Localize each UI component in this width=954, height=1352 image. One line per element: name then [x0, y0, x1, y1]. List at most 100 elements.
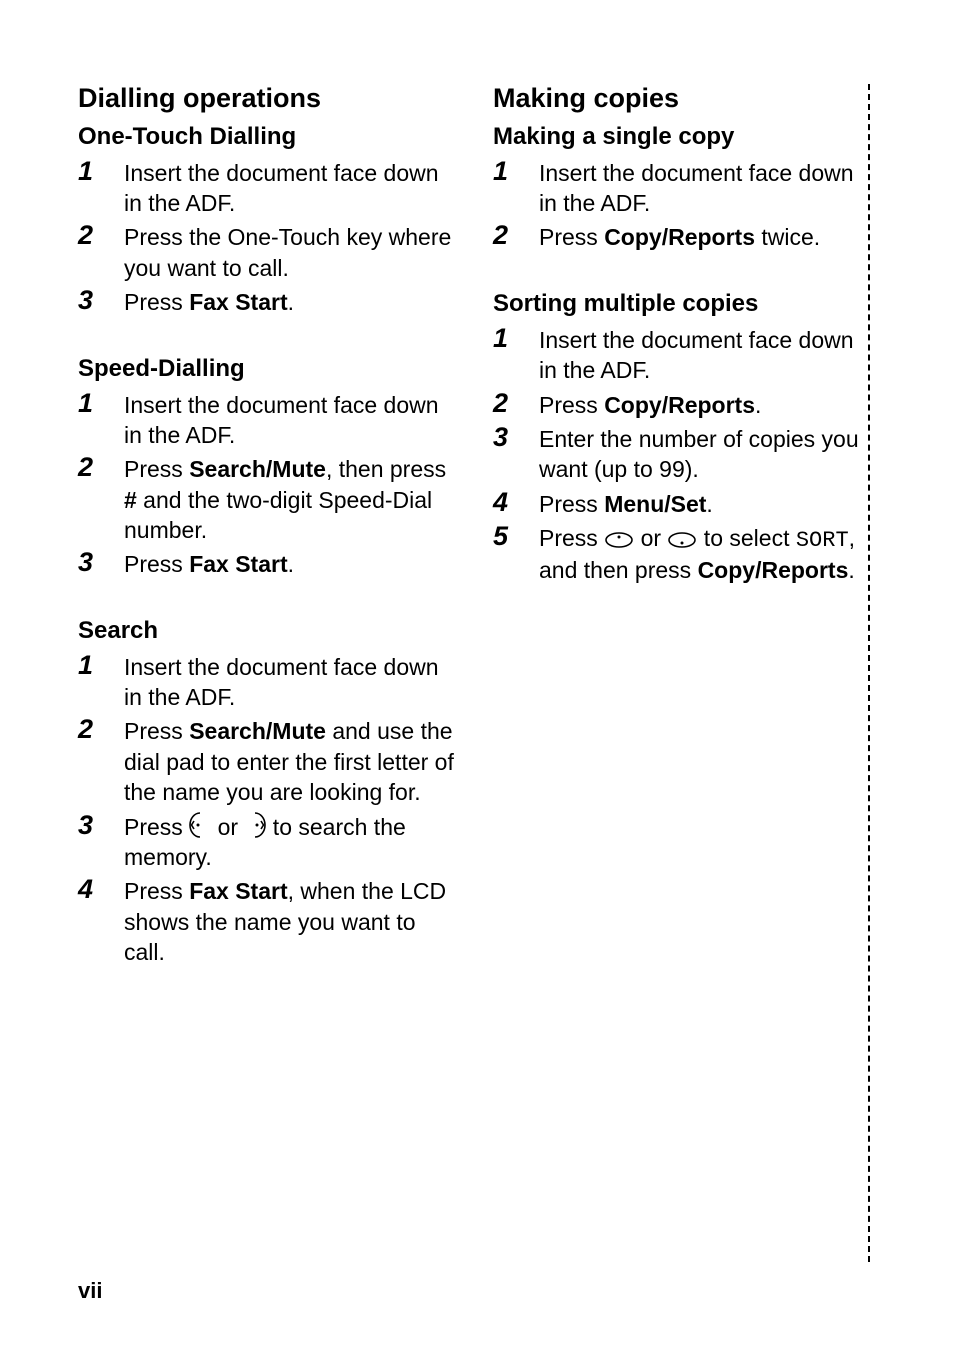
step-number: 5 — [493, 519, 529, 555]
text: Insert the document face down in the ADF… — [124, 160, 439, 216]
step-number: 2 — [78, 450, 114, 486]
text: . — [288, 551, 294, 577]
text: Insert the document face down in the ADF… — [124, 392, 439, 448]
right-arrow-icon — [244, 812, 266, 838]
text: , then press — [326, 456, 446, 482]
text: . — [755, 392, 761, 418]
step-number: 4 — [493, 485, 529, 521]
text: Press — [124, 878, 189, 904]
bold-text: Copy/Reports — [698, 557, 849, 583]
bold-text: Menu/Set — [604, 491, 706, 517]
bold-text: Copy/Reports — [604, 392, 755, 418]
step-text: Press Menu/Set. — [539, 491, 713, 517]
step-item: 1Insert the document face down in the AD… — [78, 652, 455, 713]
step-item: 1Insert the document face down in the AD… — [493, 158, 870, 219]
step-item: 3Press Fax Start. — [78, 549, 455, 579]
subsection-title: Making a single copy — [493, 122, 870, 152]
left-heading: Dialling operations — [78, 82, 455, 116]
subsection-title: Speed-Dialling — [78, 354, 455, 384]
bold-text: Fax Start — [189, 551, 287, 577]
step-number: 3 — [493, 420, 529, 456]
text: Insert the document face down in the ADF… — [539, 327, 854, 383]
cut-line — [868, 84, 870, 1262]
left-section: Speed-Dialling1Insert the document face … — [78, 354, 455, 580]
step-item: 2Press the One-Touch key where you want … — [78, 222, 455, 283]
step-list: 1Insert the document face down in the AD… — [493, 158, 870, 253]
step-item: 1Insert the document face down in the AD… — [493, 325, 870, 386]
text: Press — [124, 814, 189, 840]
step-number: 1 — [78, 386, 114, 422]
step-item: 3Enter the number of copies you want (up… — [493, 424, 870, 485]
right-section: Sorting multiple copies1Insert the docum… — [493, 289, 870, 586]
bold-text: Copy/Reports — [604, 224, 755, 250]
step-text: Insert the document face down in the ADF… — [124, 392, 439, 448]
text: Press — [539, 224, 604, 250]
bold-text: # — [124, 487, 137, 513]
step-number: 1 — [78, 154, 114, 190]
oval-down-icon — [667, 531, 697, 549]
step-text: Press Copy/Reports twice. — [539, 224, 820, 250]
step-number: 3 — [78, 545, 114, 581]
step-number: 2 — [493, 218, 529, 254]
text: Press — [124, 289, 189, 315]
text: and the two-digit Speed-Dial number. — [124, 487, 432, 543]
step-number: 2 — [493, 386, 529, 422]
left-section: Search1Insert the document face down in … — [78, 616, 455, 968]
text: twice. — [755, 224, 820, 250]
step-text: Insert the document face down in the ADF… — [539, 160, 854, 216]
text: or — [211, 814, 244, 840]
step-item: 1Insert the document face down in the AD… — [78, 390, 455, 451]
step-text: Press Search/Mute and use the dial pad t… — [124, 718, 454, 805]
text: Press — [539, 525, 604, 551]
step-item: 2Press Search/Mute, then press # and the… — [78, 454, 455, 545]
step-number: 3 — [78, 283, 114, 319]
right-heading: Making copies — [493, 82, 870, 116]
step-item: 1Insert the document face down in the AD… — [78, 158, 455, 219]
step-text: Press Fax Start, when the LCD shows the … — [124, 878, 446, 965]
bold-text: Fax Start — [189, 878, 287, 904]
step-item: 5Press or to select SORT, and then press… — [493, 523, 870, 585]
page-number: vii — [78, 1278, 102, 1304]
left-arrow-icon — [189, 812, 211, 838]
step-list: 1Insert the document face down in the AD… — [493, 325, 870, 586]
page: Dialling operations One-Touch Dialling1I… — [0, 0, 954, 1352]
text: Press — [539, 392, 604, 418]
step-item: 2Press Search/Mute and use the dial pad … — [78, 716, 455, 807]
step-text: Insert the document face down in the ADF… — [124, 654, 439, 710]
step-item: 3Press or to search the memory. — [78, 812, 455, 873]
right-section: Making a single copy1Insert the document… — [493, 122, 870, 253]
step-item: 4Press Menu/Set. — [493, 489, 870, 519]
text: Enter the number of copies you want (up … — [539, 426, 859, 482]
step-text: Enter the number of copies you want (up … — [539, 426, 859, 482]
step-number: 1 — [493, 154, 529, 190]
step-number: 3 — [78, 808, 114, 844]
bold-text: Search/Mute — [189, 456, 326, 482]
step-text: Press the One-Touch key where you want t… — [124, 224, 451, 280]
text: Insert the document face down in the ADF… — [124, 654, 439, 710]
subsection-title: One-Touch Dialling — [78, 122, 455, 152]
step-item: 2Press Copy/Reports. — [493, 390, 870, 420]
text: Press — [124, 456, 189, 482]
text: . — [288, 289, 294, 315]
subsection-title: Search — [78, 616, 455, 646]
step-number: 1 — [493, 321, 529, 357]
left-section: One-Touch Dialling1Insert the document f… — [78, 122, 455, 318]
two-column-layout: Dialling operations One-Touch Dialling1I… — [78, 82, 870, 971]
step-number: 1 — [78, 648, 114, 684]
step-text: Insert the document face down in the ADF… — [124, 160, 439, 216]
step-list: 1Insert the document face down in the AD… — [78, 158, 455, 318]
subsection-title: Sorting multiple copies — [493, 289, 870, 319]
step-item: 3Press Fax Start. — [78, 287, 455, 317]
step-text: Press or to search the memory. — [124, 814, 406, 870]
step-number: 4 — [78, 872, 114, 908]
mono-text: SORT — [796, 528, 849, 553]
text: Press — [124, 551, 189, 577]
text: . — [848, 557, 854, 583]
step-text: Press Copy/Reports. — [539, 392, 761, 418]
bold-text: Search/Mute — [189, 718, 326, 744]
step-item: 4Press Fax Start, when the LCD shows the… — [78, 876, 455, 967]
text: Insert the document face down in the ADF… — [539, 160, 854, 216]
oval-up-icon — [604, 531, 634, 549]
text: to select — [697, 525, 795, 551]
left-column: Dialling operations One-Touch Dialling1I… — [78, 82, 455, 971]
